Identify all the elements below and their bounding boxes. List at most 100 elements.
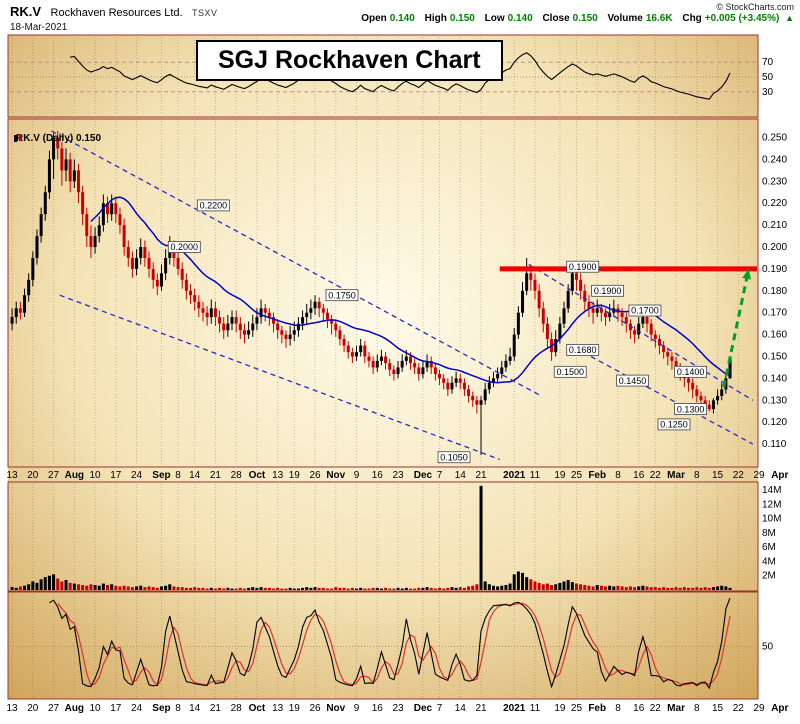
svg-text:16: 16 — [372, 703, 384, 714]
open-value: 0.140 — [389, 13, 415, 24]
svg-text:Sep: Sep — [152, 703, 170, 714]
chart-title: SGJ Rockhaven Chart — [196, 40, 503, 81]
svg-text:2021: 2021 — [503, 470, 526, 481]
svg-text:14: 14 — [455, 703, 467, 714]
svg-text:0.2200: 0.2200 — [200, 201, 228, 211]
svg-text:10: 10 — [90, 703, 102, 714]
volume-value: 16.6K — [645, 13, 673, 24]
svg-text:0.1450: 0.1450 — [619, 376, 647, 386]
svg-text:30: 30 — [762, 87, 774, 98]
price-annotations: 0.2200 0.2000 0.1750 0.1900 0.1900 0.1700 0.16… — [167, 199, 707, 464]
svg-text:20: 20 — [27, 703, 39, 714]
svg-text:20: 20 — [27, 470, 39, 481]
svg-text:13: 13 — [7, 703, 19, 714]
volume-bars — [10, 485, 732, 590]
close-value: 0.150 — [572, 13, 598, 24]
svg-text:Aug: Aug — [65, 470, 84, 481]
svg-text:0.210: 0.210 — [762, 220, 787, 231]
svg-text:26: 26 — [309, 703, 321, 714]
open-label: Open — [361, 13, 387, 24]
svg-text:14: 14 — [455, 470, 467, 481]
panel-frames — [7, 34, 759, 700]
svg-text:26: 26 — [309, 470, 321, 481]
svg-text:24: 24 — [131, 703, 143, 714]
svg-text:0.1050: 0.1050 — [440, 452, 468, 462]
svg-text:14: 14 — [189, 470, 201, 481]
svg-text:2M: 2M — [762, 571, 776, 582]
series-legend: RK.V (Daily) 0.150 — [13, 133, 101, 144]
svg-text:Sep: Sep — [152, 470, 170, 481]
x-axis-labels: 13 13 20 20 27 27 Aug Aug 10 10 17 17 24 24 Sep Sep 8 8 14… — [7, 470, 789, 714]
grid — [11, 37, 739, 697]
svg-text:0.1900: 0.1900 — [569, 262, 597, 272]
svg-text:0.1900: 0.1900 — [594, 286, 622, 296]
svg-text:28: 28 — [231, 470, 243, 481]
svg-text:6M: 6M — [762, 542, 776, 553]
svg-text:Mar: Mar — [667, 703, 685, 714]
close-label: Close — [542, 13, 570, 24]
svg-text:14: 14 — [189, 703, 201, 714]
change-value: +0.005 (+3.45%) — [704, 13, 780, 24]
instrument-info: RK.V Rockhaven Resources Ltd. TSXV 18-Ma… — [10, 3, 218, 33]
high-value: 0.150 — [449, 13, 475, 24]
svg-text:Feb: Feb — [588, 470, 606, 481]
svg-text:0.240: 0.240 — [762, 154, 787, 165]
arrowhead-icon — [742, 268, 752, 280]
svg-text:0.160: 0.160 — [762, 330, 787, 341]
svg-text:24: 24 — [131, 470, 143, 481]
company-name: Rockhaven Resources Ltd. — [50, 7, 183, 19]
series-legend-label: RK.V (Daily) 0.150 — [16, 133, 102, 144]
svg-text:0.140: 0.140 — [762, 373, 787, 384]
svg-text:0.2000: 0.2000 — [171, 242, 199, 252]
svg-text:0.1750: 0.1750 — [328, 290, 356, 300]
svg-text:29: 29 — [754, 470, 766, 481]
svg-text:0.250: 0.250 — [762, 133, 787, 144]
stoch-k-line — [49, 597, 731, 690]
svg-text:21: 21 — [210, 470, 222, 481]
svg-text:17: 17 — [110, 703, 122, 714]
svg-text:0.180: 0.180 — [762, 286, 787, 297]
svg-text:50: 50 — [762, 642, 774, 653]
svg-text:2021: 2021 — [503, 703, 526, 714]
svg-text:10M: 10M — [762, 514, 781, 525]
svg-text:23: 23 — [392, 470, 404, 481]
volume-label: Volume — [607, 13, 643, 24]
quote-strip: Open 0.140 High 0.150 Low 0.140 Close 0.150 … — [354, 13, 794, 24]
svg-text:0.200: 0.200 — [762, 242, 787, 253]
svg-text:22: 22 — [650, 703, 662, 714]
svg-text:22: 22 — [733, 703, 745, 714]
svg-text:19: 19 — [289, 470, 301, 481]
svg-text:11: 11 — [530, 470, 541, 481]
candles — [10, 130, 732, 456]
svg-text:7: 7 — [437, 470, 443, 481]
svg-text:13: 13 — [272, 470, 284, 481]
svg-text:11: 11 — [530, 703, 541, 714]
svg-text:Dec: Dec — [414, 703, 433, 714]
low-label: Low — [484, 13, 505, 24]
svg-text:9: 9 — [354, 703, 360, 714]
svg-text:25: 25 — [571, 703, 583, 714]
svg-text:21: 21 — [210, 703, 222, 714]
chart-date: 18-Mar-2021 — [10, 22, 68, 33]
svg-text:Apr: Apr — [771, 703, 788, 714]
svg-text:8: 8 — [615, 470, 621, 481]
ticker-symbol: RK.V — [10, 4, 42, 19]
svg-text:22: 22 — [733, 470, 745, 481]
svg-text:8: 8 — [694, 470, 700, 481]
svg-text:8: 8 — [694, 703, 700, 714]
svg-text:15: 15 — [712, 470, 724, 481]
svg-text:13: 13 — [7, 470, 19, 481]
chart-header: RK.V Rockhaven Resources Ltd. TSXV 18-Ma… — [0, 0, 800, 34]
exchange-label: TSXV — [192, 8, 218, 18]
svg-text:70: 70 — [762, 57, 774, 68]
svg-text:50: 50 — [762, 72, 774, 83]
svg-text:16: 16 — [633, 470, 645, 481]
svg-text:Nov: Nov — [326, 703, 345, 714]
svg-text:0.230: 0.230 — [762, 176, 787, 187]
svg-text:0.1700: 0.1700 — [631, 306, 659, 316]
svg-text:23: 23 — [392, 703, 404, 714]
svg-text:Dec: Dec — [414, 470, 433, 481]
svg-text:27: 27 — [48, 703, 60, 714]
svg-text:16: 16 — [633, 703, 645, 714]
